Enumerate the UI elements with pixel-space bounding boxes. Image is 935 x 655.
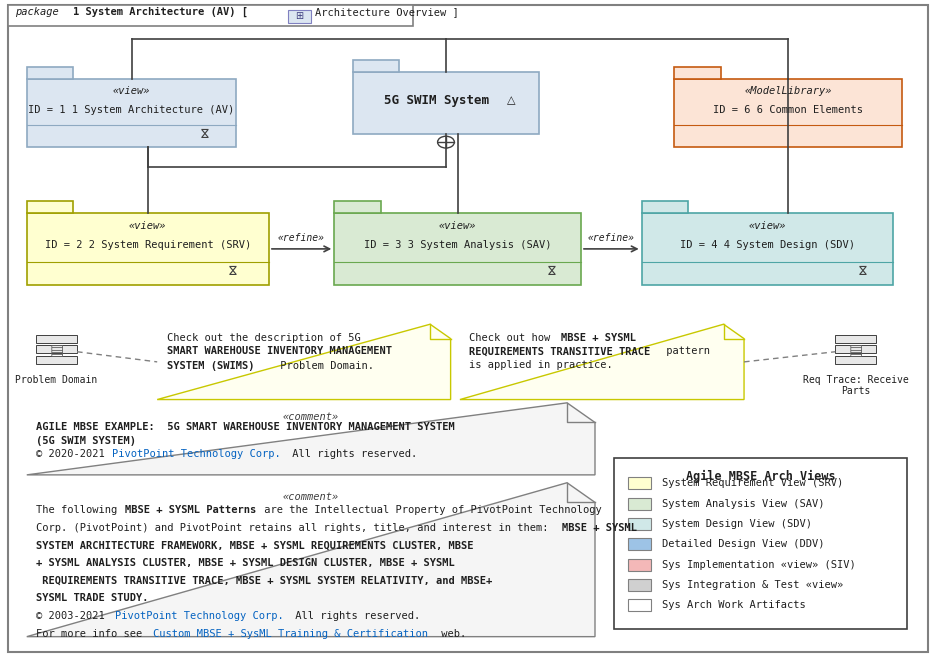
Bar	[835, 345, 876, 353]
Text: «comment»: «comment»	[282, 492, 339, 502]
Text: «view»: «view»	[749, 221, 786, 231]
Text: All rights reserved.: All rights reserved.	[286, 449, 417, 458]
Bar	[613, 458, 907, 629]
Text: PivotPoint Technology Corp.: PivotPoint Technology Corp.	[112, 449, 281, 458]
Bar	[627, 538, 651, 550]
Text: ▤: ▤	[849, 343, 863, 358]
Text: Agile MBSE Arch Views: Agile MBSE Arch Views	[685, 470, 835, 483]
Text: MBSE + SYSML Patterns: MBSE + SYSML Patterns	[124, 505, 256, 515]
Text: Architecture Overview ]: Architecture Overview ]	[314, 7, 458, 17]
Bar	[288, 10, 311, 23]
Text: ▤: ▤	[50, 343, 64, 358]
Bar	[27, 201, 73, 213]
Text: Corp. (PivotPoint) and PivotPoint retains all rights, title, and interest in the: Corp. (PivotPoint) and PivotPoint retain…	[36, 523, 554, 533]
Text: (5G SWIM SYSTEM): (5G SWIM SYSTEM)	[36, 436, 137, 445]
Text: ID = 1 1 System Architecture (AV): ID = 1 1 System Architecture (AV)	[28, 105, 235, 115]
Text: Parts: Parts	[842, 386, 870, 396]
Bar	[627, 579, 651, 591]
Polygon shape	[27, 483, 595, 637]
Bar	[334, 201, 381, 213]
Bar	[36, 356, 77, 364]
Bar	[334, 213, 581, 285]
Bar	[8, 5, 413, 26]
Text: MBSE + SYSML: MBSE + SYSML	[561, 333, 636, 343]
Bar	[36, 345, 77, 353]
Text: System Analysis View (SAV): System Analysis View (SAV)	[662, 498, 825, 509]
Text: System Design View (SDV): System Design View (SDV)	[662, 519, 813, 529]
Text: 1 System Architecture (AV) [: 1 System Architecture (AV) [	[73, 7, 249, 17]
Bar	[627, 518, 651, 530]
Bar	[36, 335, 77, 343]
Text: pattern: pattern	[660, 346, 711, 356]
Bar	[27, 79, 237, 147]
Text: △: △	[507, 95, 515, 105]
Text: SYSTEM (SWIMS): SYSTEM (SWIMS)	[166, 361, 254, 371]
Bar	[352, 72, 539, 134]
Text: web.: web.	[435, 629, 466, 639]
Bar	[835, 356, 876, 364]
Text: ⊞: ⊞	[295, 11, 303, 22]
Text: «refine»: «refine»	[588, 233, 635, 243]
Text: «view»: «view»	[113, 86, 151, 96]
Text: is applied in practice.: is applied in practice.	[469, 360, 613, 369]
Bar	[641, 213, 893, 285]
Bar	[627, 559, 651, 571]
Text: REQUIREMENTS TRANSITIVE TRACE: REQUIREMENTS TRANSITIVE TRACE	[469, 346, 651, 356]
Text: PivotPoint Technology Corp.: PivotPoint Technology Corp.	[115, 611, 284, 621]
Text: MBSE + SYSML: MBSE + SYSML	[562, 523, 637, 533]
Text: AGILE MBSE EXAMPLE:  5G SMART WAREHOUSE INVENTORY MANAGEMENT SYSTEM: AGILE MBSE EXAMPLE: 5G SMART WAREHOUSE I…	[36, 422, 454, 432]
Text: «view»: «view»	[129, 221, 166, 231]
Text: Check out how: Check out how	[469, 333, 556, 343]
Text: «view»: «view»	[439, 221, 476, 231]
Text: are the Intellectual Property of PivotPoint Technology: are the Intellectual Property of PivotPo…	[258, 505, 601, 515]
Text: Req Trace: Receive: Req Trace: Receive	[803, 375, 909, 385]
Bar	[641, 201, 688, 213]
Text: «comment»: «comment»	[282, 412, 339, 422]
Text: Sys Arch Work Artifacts: Sys Arch Work Artifacts	[662, 600, 806, 610]
Text: Sys Integration & Test «view»: Sys Integration & Test «view»	[662, 580, 843, 590]
Text: ID = 2 2 System Requirement (SRV): ID = 2 2 System Requirement (SRV)	[45, 240, 251, 250]
Text: Sys Implementation «view» (SIV): Sys Implementation «view» (SIV)	[662, 559, 856, 570]
Text: REQUIREMENTS TRANSITIVE TRACE, MBSE + SYSML SYSTEM RELATIVITY, and MBSE+: REQUIREMENTS TRANSITIVE TRACE, MBSE + SY…	[36, 576, 493, 586]
Text: package: package	[15, 7, 58, 17]
Text: ⴵ: ⴵ	[229, 265, 237, 278]
Text: Problem Domain.: Problem Domain.	[274, 361, 374, 371]
Polygon shape	[460, 324, 744, 400]
Text: SMART WAREHOUSE INVENTORY MANAGEMENT: SMART WAREHOUSE INVENTORY MANAGEMENT	[166, 346, 392, 356]
Bar	[27, 213, 269, 285]
Text: © 2003-2021: © 2003-2021	[36, 611, 111, 621]
Text: + SYSML ANALYSIS CLUSTER, MBSE + SYSML DESIGN CLUSTER, MBSE + SYSML: + SYSML ANALYSIS CLUSTER, MBSE + SYSML D…	[36, 558, 454, 568]
Bar	[627, 477, 651, 489]
Text: 5G SWIM System: 5G SWIM System	[384, 94, 489, 107]
Bar	[27, 67, 73, 79]
Bar	[352, 60, 399, 72]
Text: ⴵ: ⴵ	[201, 128, 209, 141]
Text: Detailed Design View (DDV): Detailed Design View (DDV)	[662, 539, 825, 550]
Text: SYSML TRADE STUDY.: SYSML TRADE STUDY.	[36, 593, 149, 603]
Polygon shape	[157, 324, 451, 400]
Text: ⴵ: ⴵ	[859, 265, 867, 278]
Bar	[627, 599, 651, 611]
Polygon shape	[27, 403, 595, 475]
Text: All rights reserved.: All rights reserved.	[289, 611, 420, 621]
Text: The following: The following	[36, 505, 123, 515]
Bar	[627, 498, 651, 510]
Text: © 2020-2021: © 2020-2021	[36, 449, 111, 458]
Text: ID = 3 3 System Analysis (SAV): ID = 3 3 System Analysis (SAV)	[364, 240, 552, 250]
Bar	[674, 67, 721, 79]
Text: ⴵ: ⴵ	[547, 265, 555, 278]
Text: Problem Domain: Problem Domain	[16, 375, 98, 385]
Bar	[835, 335, 876, 343]
Text: Check out the description of 5G: Check out the description of 5G	[166, 333, 360, 343]
Text: «refine»: «refine»	[278, 233, 325, 243]
Text: «ModelLibrary»: «ModelLibrary»	[744, 86, 832, 96]
Text: ID = 6 6 Common Elements: ID = 6 6 Common Elements	[713, 105, 863, 115]
Text: For more info see: For more info see	[36, 629, 149, 639]
Text: SYSTEM ARCHITECTURE FRAMEWORK, MBSE + SYSML REQUIREMENTS CLUSTER, MBSE: SYSTEM ARCHITECTURE FRAMEWORK, MBSE + SY…	[36, 540, 474, 550]
Text: ID = 4 4 System Design (SDV): ID = 4 4 System Design (SDV)	[680, 240, 855, 250]
Text: Custom MBSE + SysML Training & Certification: Custom MBSE + SysML Training & Certifica…	[153, 629, 428, 639]
Bar	[674, 79, 902, 147]
Text: System Requirement View (SRV): System Requirement View (SRV)	[662, 478, 843, 489]
